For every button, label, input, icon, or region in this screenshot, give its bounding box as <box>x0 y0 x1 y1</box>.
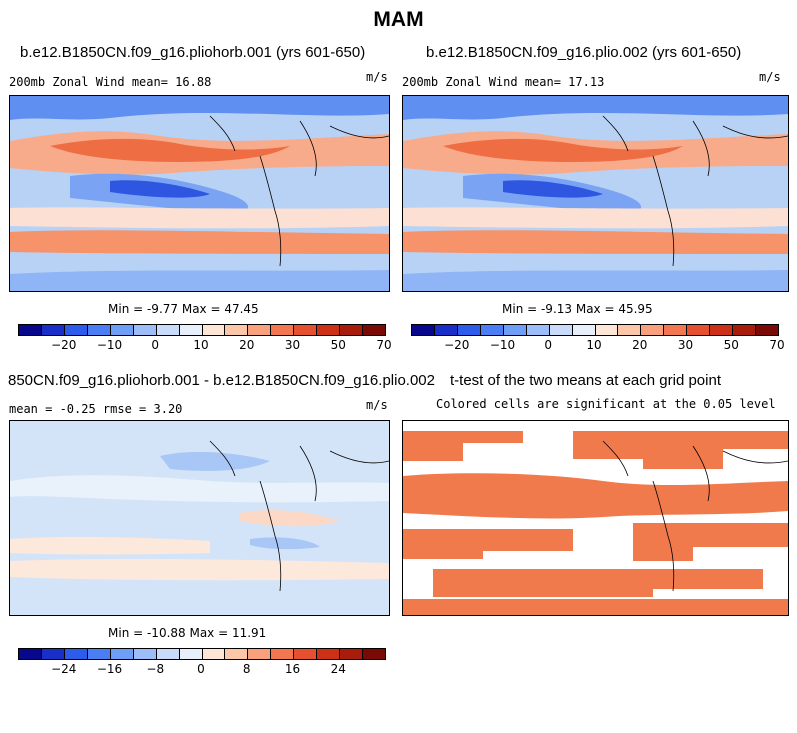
panel2-units: m/s <box>759 70 781 84</box>
panel3-colorbar <box>18 648 386 660</box>
colorbar-tick-label: 30 <box>677 338 694 352</box>
colorbar-swatch <box>618 325 642 335</box>
colorbar-swatch <box>412 325 435 335</box>
colorbar-swatch <box>64 325 88 335</box>
colorbar-swatch <box>664 325 688 335</box>
colorbar-swatch <box>110 649 134 659</box>
colorbar-swatch <box>41 649 65 659</box>
panel1-colorbar <box>18 324 386 336</box>
panel1-stats: Min = -9.77 Max = 47.45 <box>108 302 259 316</box>
panel2-colorbar <box>411 324 779 336</box>
colorbar-swatch <box>294 649 318 659</box>
colorbar-swatch <box>595 325 619 335</box>
colorbar-tick-label: −20 <box>444 338 470 352</box>
colorbar-swatch <box>19 325 42 335</box>
colorbar-swatch <box>434 325 458 335</box>
colorbar-tick-label: −16 <box>96 662 123 676</box>
colorbar-swatch <box>202 649 226 659</box>
colorbar-tick-label: 0 <box>544 338 553 352</box>
colorbar-swatch <box>248 649 272 659</box>
colorbar-swatch <box>225 649 249 659</box>
panel4-map <box>402 420 789 616</box>
panel3-units: m/s <box>366 398 388 412</box>
colorbar-tick-label: 0 <box>151 338 160 352</box>
colorbar-tick-label: 70 <box>769 338 785 352</box>
panel2-title: b.e12.B1850CN.f09_g16.plio.002 (yrs 601-… <box>426 44 742 61</box>
colorbar-tick-label: −20 <box>51 338 77 352</box>
colorbar-swatch <box>133 649 157 659</box>
colorbar-swatch <box>457 325 481 335</box>
colorbar-swatch <box>687 325 711 335</box>
panel1-units: m/s <box>366 70 388 84</box>
colorbar-tick-label: 50 <box>723 338 739 352</box>
colorbar-swatch <box>156 325 180 335</box>
colorbar-swatch <box>271 325 295 335</box>
colorbar-tick-label: 0 <box>197 662 205 676</box>
colorbar-swatch <box>87 325 111 335</box>
colorbar-swatch <box>133 325 157 335</box>
colorbar-swatch <box>733 325 757 335</box>
colorbar-swatch <box>317 325 341 335</box>
colorbar-swatch <box>756 325 778 335</box>
colorbar-swatch <box>202 325 226 335</box>
colorbar-tick-label: 16 <box>284 662 301 676</box>
colorbar-swatch <box>271 649 295 659</box>
panel2-map <box>402 95 789 292</box>
colorbar-tick-label: 24 <box>330 662 346 676</box>
colorbar-tick-label: 10 <box>586 338 602 352</box>
colorbar-swatch <box>480 325 504 335</box>
colorbar-swatch <box>19 649 42 659</box>
panel4-subtitle: Colored cells are significant at the 0.0… <box>436 397 776 411</box>
colorbar-swatch <box>64 649 88 659</box>
panel3-title: 850CN.f09_g16.pliohorb.001 - b.e12.B1850… <box>8 372 435 389</box>
panel2-subtitle: 200mb Zonal Wind mean= 17.13 <box>402 75 605 89</box>
colorbar-swatch <box>363 649 385 659</box>
colorbar-tick-label: 10 <box>193 338 209 352</box>
colorbar-swatch <box>248 325 272 335</box>
colorbar-swatch <box>179 325 203 335</box>
panel3-stats: Min = -10.88 Max = 11.91 <box>108 626 267 640</box>
colorbar-swatch <box>710 325 734 335</box>
colorbar-tick-label: 20 <box>632 338 648 352</box>
colorbar-swatch <box>641 325 665 335</box>
colorbar-swatch <box>503 325 527 335</box>
panel3-map <box>9 420 390 616</box>
colorbar-tick-label: −24 <box>51 662 77 676</box>
colorbar-swatch <box>179 649 203 659</box>
colorbar-tick-label: 8 <box>242 662 251 676</box>
panel2-stats: Min = -9.13 Max = 45.95 <box>502 302 653 316</box>
panel3-subtitle: mean = -0.25 rmse = 3.20 <box>9 402 183 416</box>
colorbar-swatch <box>87 649 111 659</box>
colorbar-swatch <box>41 325 65 335</box>
panel1-map <box>9 95 390 292</box>
colorbar-tick-label: 50 <box>330 338 346 352</box>
panel1-title: b.e12.B1850CN.f09_g16.pliohorb.001 (yrs … <box>20 44 366 61</box>
colorbar-swatch <box>363 325 385 335</box>
colorbar-swatch <box>340 649 364 659</box>
colorbar-swatch <box>110 325 134 335</box>
colorbar-tick-label: −10 <box>489 338 516 352</box>
colorbar-swatch <box>156 649 180 659</box>
colorbar-swatch <box>549 325 573 335</box>
colorbar-tick-label: −10 <box>96 338 123 352</box>
colorbar-swatch <box>225 325 249 335</box>
figure-title: MAM <box>373 8 424 31</box>
panel4-title: t-test of the two means at each grid poi… <box>450 372 721 389</box>
colorbar-swatch <box>572 325 596 335</box>
colorbar-tick-label: 20 <box>239 338 255 352</box>
colorbar-swatch <box>317 649 341 659</box>
colorbar-tick-label: 70 <box>376 338 392 352</box>
colorbar-swatch <box>294 325 318 335</box>
panel1-subtitle: 200mb Zonal Wind mean= 16.88 <box>9 75 212 89</box>
colorbar-tick-label: 30 <box>284 338 301 352</box>
colorbar-swatch <box>340 325 364 335</box>
colorbar-tick-label: −8 <box>146 662 165 676</box>
colorbar-swatch <box>526 325 550 335</box>
